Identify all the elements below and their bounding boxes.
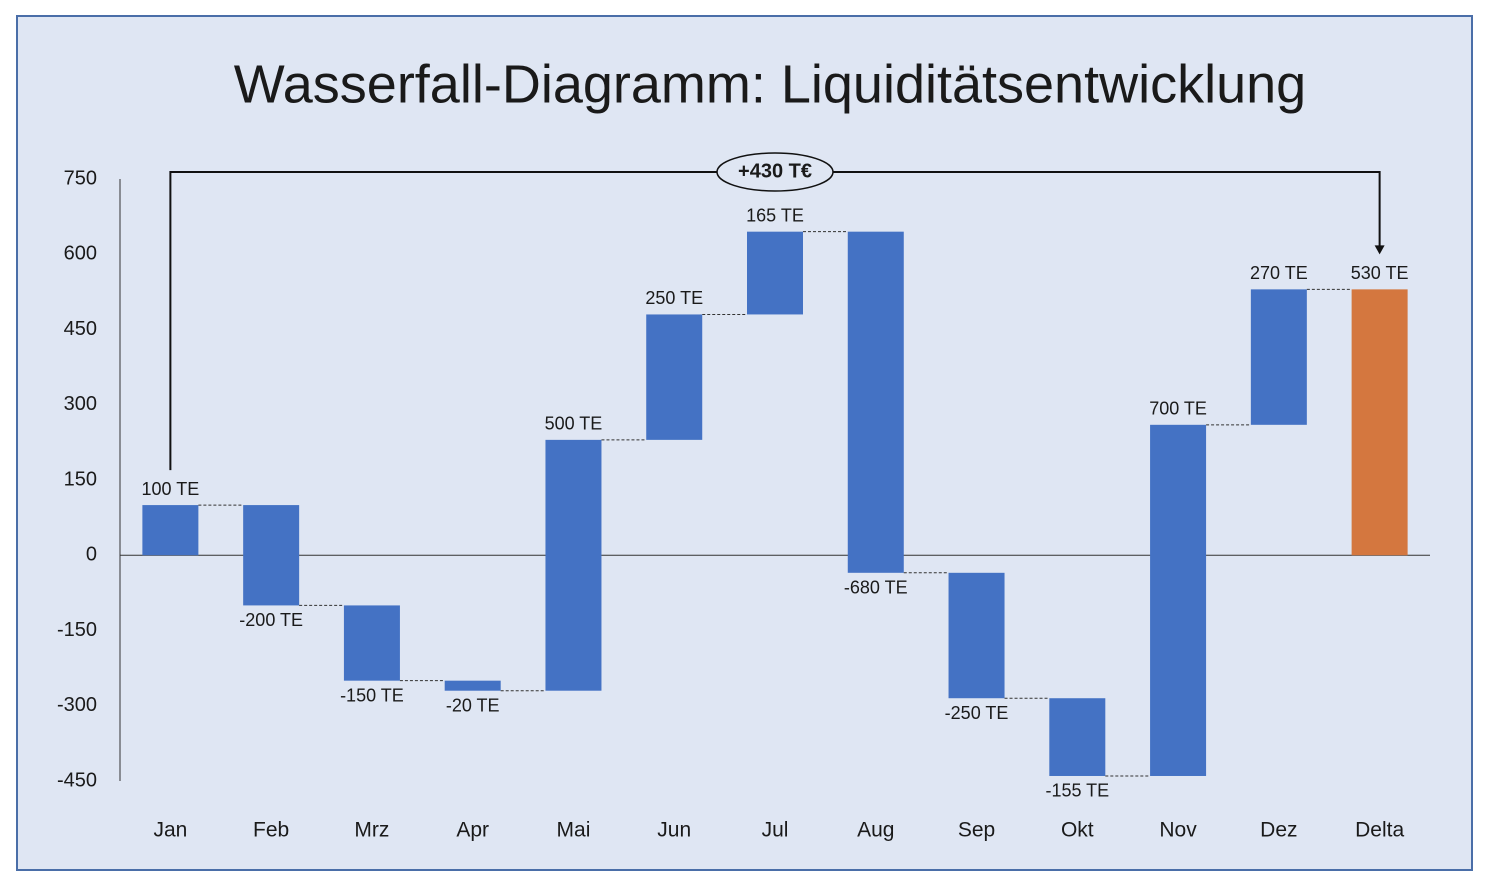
x-tick-label: Apr [456,819,489,842]
x-tick-label: Mai [557,819,591,842]
value-label: 270 TE [1250,263,1308,283]
chart-frame [16,15,1473,871]
x-tick-label: Jun [657,819,691,842]
y-tick-label: 0 [86,544,97,566]
x-tick-label: Dez [1260,819,1297,842]
y-tick-label: 450 [64,318,97,340]
bar [243,505,300,606]
x-tick-label: Nov [1159,819,1197,842]
bar [142,505,199,556]
value-label: 700 TE [1149,399,1207,419]
x-tick-label: Aug [857,819,894,842]
annotation-bubble [716,152,834,192]
value-label: 165 TE [746,205,804,225]
value-label: 250 TE [645,288,703,308]
bar [747,231,803,315]
y-tick-label: 750 [64,167,97,189]
x-tick-label: Jul [762,819,789,842]
bar [1049,698,1106,776]
value-label: 500 TE [545,414,603,434]
y-tick-label: 600 [64,243,97,265]
value-label: -155 TE [1045,781,1109,801]
bar [444,680,501,691]
value-label: -680 TE [844,578,908,598]
y-tick-label: 150 [64,468,97,490]
y-tick-label: -300 [57,694,97,716]
bar [1351,289,1408,556]
bar [847,231,904,573]
bar [646,314,703,440]
chart-title: Wasserfall-Diagramm: Liquiditätsentwickl… [234,54,1306,114]
bar [948,572,1005,699]
bar [1150,424,1207,776]
value-label: -20 TE [446,695,500,715]
bar [545,439,602,691]
value-label: -150 TE [340,685,404,705]
annotation: +430 T€ [738,160,812,182]
value-label: -250 TE [945,703,1009,723]
value-label: 100 TE [142,479,200,499]
bar [343,605,400,681]
value-label: 530 TE [1351,263,1409,283]
x-tick-label: Sep [958,819,995,842]
x-tick-label: Delta [1355,819,1404,842]
y-tick-label: 300 [64,393,97,415]
x-tick-label: Feb [253,819,289,842]
x-tick-label: Jan [153,819,187,842]
x-tick-label: Mrz [354,819,389,842]
value-label: -200 TE [239,610,303,630]
bar [1250,289,1307,425]
x-tick-label: Okt [1061,819,1094,842]
y-tick-label: -450 [57,769,97,791]
y-tick-label: -150 [57,619,97,641]
arrowhead [1374,245,1385,255]
